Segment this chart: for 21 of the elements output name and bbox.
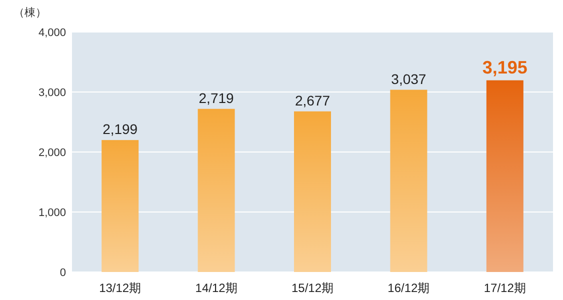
x-tick-label: 13/12期 — [99, 281, 142, 295]
y-tick-label: 0 — [60, 267, 66, 279]
bar — [390, 90, 428, 272]
x-tick-label: 14/12期 — [195, 281, 238, 295]
x-tick-label: 17/12期 — [484, 281, 526, 295]
y-tick-label: 4,000 — [38, 27, 66, 39]
bar — [198, 108, 235, 272]
y-tick-label: 1,000 — [38, 207, 66, 219]
bar — [486, 80, 524, 272]
data-label: 3,037 — [391, 70, 426, 87]
y-tick-label: 3,000 — [38, 87, 66, 99]
bar — [294, 111, 331, 272]
data-label: 3,195 — [482, 57, 528, 78]
y-tick-label: 2,000 — [38, 147, 66, 159]
x-tick-label: 15/12期 — [291, 281, 334, 295]
x-tick-label: 16/12期 — [388, 281, 430, 295]
y-axis-title: （棟） — [14, 6, 46, 19]
bar — [102, 140, 139, 272]
data-label: 2,199 — [102, 121, 138, 138]
data-label: 2,719 — [198, 90, 234, 106]
data-label: 2,677 — [294, 92, 330, 108]
